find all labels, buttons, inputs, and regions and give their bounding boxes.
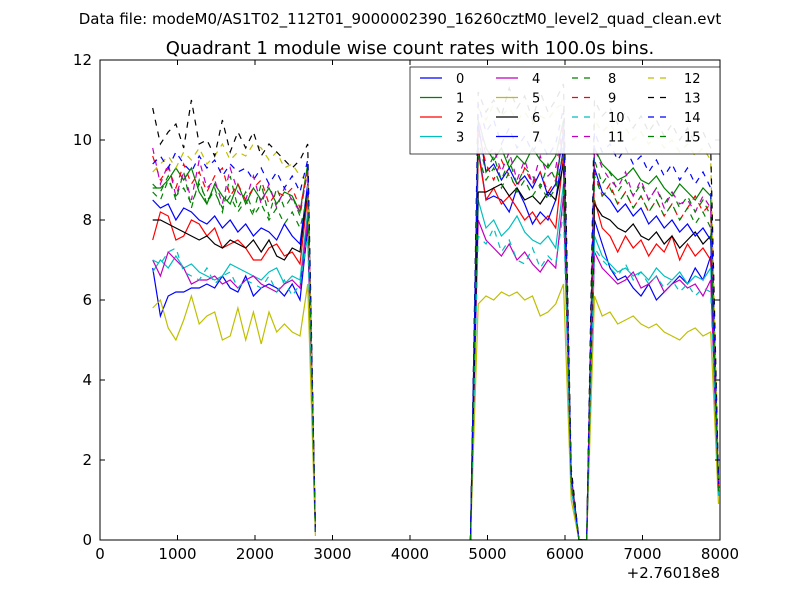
series-4-line-1 bbox=[152, 219, 316, 533]
series-14-line-1 bbox=[152, 150, 316, 533]
legend-label-4: 4 bbox=[532, 72, 540, 87]
series-5-line-1 bbox=[152, 283, 316, 537]
y-tick-label: 6 bbox=[82, 291, 92, 309]
legend-frame bbox=[409, 66, 721, 155]
series-13-line-1 bbox=[152, 99, 316, 533]
series-3-line-2 bbox=[469, 183, 720, 540]
legend-label-9: 9 bbox=[608, 92, 616, 107]
x-tick-label: 1000 bbox=[158, 545, 196, 563]
y-tick-label: 2 bbox=[82, 451, 92, 469]
series-15-line-1 bbox=[152, 178, 316, 533]
series-1-line-1 bbox=[152, 163, 316, 533]
x-tick-label: 2000 bbox=[236, 545, 274, 563]
x-tick-label: 3000 bbox=[313, 545, 351, 563]
legend-label-2: 2 bbox=[456, 111, 464, 126]
chart-title: Quadrant 1 module wise count rates with … bbox=[166, 38, 655, 59]
series-8-line-2 bbox=[469, 139, 720, 540]
legend-label-5: 5 bbox=[532, 92, 540, 107]
legend-label-8: 8 bbox=[608, 72, 616, 87]
x-tick-label: 5000 bbox=[468, 545, 506, 563]
legend-label-0: 0 bbox=[456, 72, 464, 87]
legend-label-13: 13 bbox=[684, 92, 701, 107]
y-tick-label: 0 bbox=[82, 531, 92, 549]
series-10-line-1 bbox=[152, 235, 316, 533]
legend-label-11: 11 bbox=[608, 131, 625, 146]
y-tick-label: 12 bbox=[73, 51, 92, 69]
y-tick-label: 4 bbox=[82, 371, 92, 389]
series-12-line-1 bbox=[152, 142, 316, 533]
x-axis-offset-label: +2.76018e8 bbox=[627, 564, 720, 582]
y-tick-label: 10 bbox=[73, 131, 92, 149]
legend-label-14: 14 bbox=[684, 111, 701, 126]
legend-label-6: 6 bbox=[532, 111, 540, 126]
series-15-line-2 bbox=[469, 151, 720, 540]
legend-label-10: 10 bbox=[608, 111, 625, 126]
data-file-suptitle: Data file: modeM0/AS1T02_112T01_90000023… bbox=[79, 10, 722, 29]
legend-label-15: 15 bbox=[684, 131, 701, 146]
series-11-line-1 bbox=[152, 147, 316, 533]
x-tick-label: 7000 bbox=[623, 545, 661, 563]
series-10-line-2 bbox=[469, 211, 720, 540]
legend-label-1: 1 bbox=[456, 92, 464, 107]
series-5-line-2 bbox=[469, 283, 720, 540]
series-3-line-1 bbox=[152, 211, 316, 533]
series-8-line-1 bbox=[152, 167, 316, 533]
x-tick-label: 8000 bbox=[701, 545, 739, 563]
series-9-line-2 bbox=[469, 127, 720, 540]
series-2-line-1 bbox=[152, 195, 316, 533]
series-6-line-2 bbox=[469, 163, 720, 540]
x-tick-label: 6000 bbox=[546, 545, 584, 563]
series-0-line-1 bbox=[152, 227, 316, 533]
legend-label-12: 12 bbox=[684, 72, 701, 87]
series-6-line-1 bbox=[152, 187, 316, 533]
y-tick-label: 8 bbox=[82, 211, 92, 229]
legend-label-3: 3 bbox=[456, 131, 464, 146]
series-7-line-1 bbox=[152, 183, 316, 533]
axis-ticks: 0 1000 2000 3000 4000 5000 6000 7000 80000246810… bbox=[73, 51, 739, 563]
legend-label-7: 7 bbox=[532, 131, 540, 146]
series-9-line-1 bbox=[152, 155, 316, 533]
x-tick-label: 0 bbox=[95, 545, 105, 563]
x-tick-label: 4000 bbox=[391, 545, 429, 563]
series-11-line-2 bbox=[469, 115, 720, 540]
